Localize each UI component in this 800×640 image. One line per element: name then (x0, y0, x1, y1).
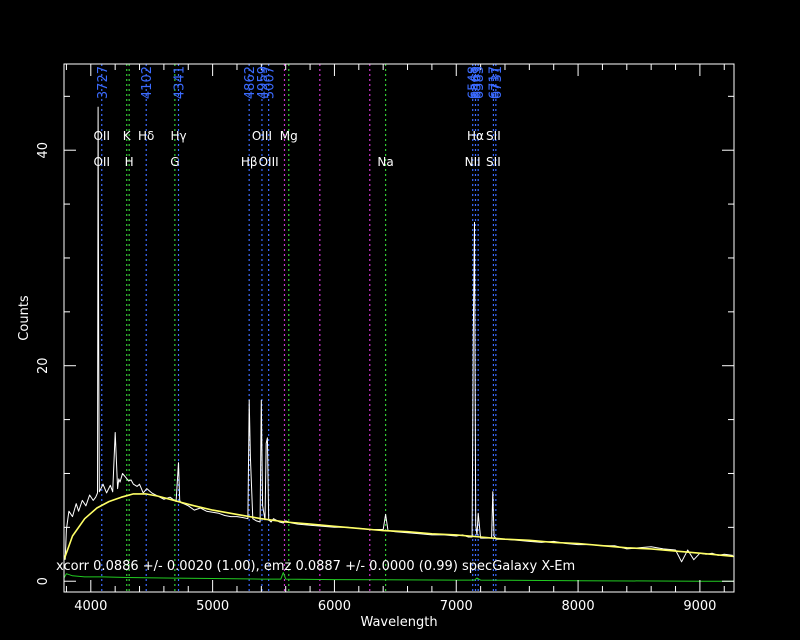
x-tick-label: 4000 (74, 599, 107, 614)
spectrum-series-line (64, 106, 733, 563)
x-axis-label: Wavelength (360, 615, 437, 630)
line-wavelength-label: 4341 (173, 66, 188, 99)
y-axis-label: Counts (17, 295, 32, 341)
line-name-bottom: OIII (259, 155, 279, 169)
line-name-bottom: Hβ (241, 155, 258, 169)
x-tick-label: 5000 (196, 599, 229, 614)
x-tick-label: 8000 (562, 599, 595, 614)
line-name-bottom: H (125, 155, 134, 169)
line-name-top: OII (93, 129, 110, 143)
line-wavelength-label: 6731 (490, 66, 505, 99)
line-wavelength-label: 4959 (256, 66, 271, 99)
line-name-top: OIII (252, 129, 272, 143)
line-wavelength-label: 6717 (487, 66, 502, 99)
line-markers (101, 64, 497, 592)
xcorr-annotation: xcorr 0.0886 +/- 0.0020 (1.00), emz 0.08… (56, 559, 575, 574)
line-name-top: Hγ (170, 129, 186, 143)
line-labels: 3727 OII OII KH 4102 Hδ G 4341 Hγ 4862 Hβ 4959 OIII 5… (93, 66, 504, 169)
y-tick-label: 0 (36, 577, 51, 585)
line-name-bottom: Na (377, 155, 393, 169)
line-name-bottom: NII (465, 155, 481, 169)
x-tick-label: 6000 (318, 599, 351, 614)
y-tick-label: 40 (36, 142, 51, 159)
line-name-top: Mg (280, 129, 298, 143)
axis-ticks: 4000 5000 6000 7000 8000 9000 0 20 40 (36, 64, 734, 614)
line-wavelength-label: 6548 (467, 66, 482, 99)
line-wavelength-label: 6563 (470, 66, 485, 99)
line-name-bottom: OII (93, 155, 110, 169)
x-tick-label: 9000 (683, 599, 716, 614)
fit-series-line (64, 493, 734, 560)
error-series-line (64, 572, 734, 582)
line-name-top: Hδ (138, 129, 154, 143)
line-wavelength-label: 3727 (96, 66, 111, 99)
line-wavelength-label: 5007 (263, 66, 278, 99)
x-tick-label: 7000 (440, 599, 473, 614)
line-name-top: Hα (467, 129, 484, 143)
line-wavelength-label: 4862 (243, 66, 258, 99)
line-name-bottom: G (170, 155, 179, 169)
line-wavelength-label: 6583 (472, 66, 487, 99)
series-layer (64, 106, 734, 582)
plot-frame (63, 63, 735, 593)
line-name-bottom: SII (486, 155, 501, 169)
line-name-top: SII (486, 129, 501, 143)
line-name-top: K (123, 129, 132, 143)
y-tick-label: 20 (36, 357, 51, 374)
line-wavelength-label: 4102 (140, 66, 155, 99)
